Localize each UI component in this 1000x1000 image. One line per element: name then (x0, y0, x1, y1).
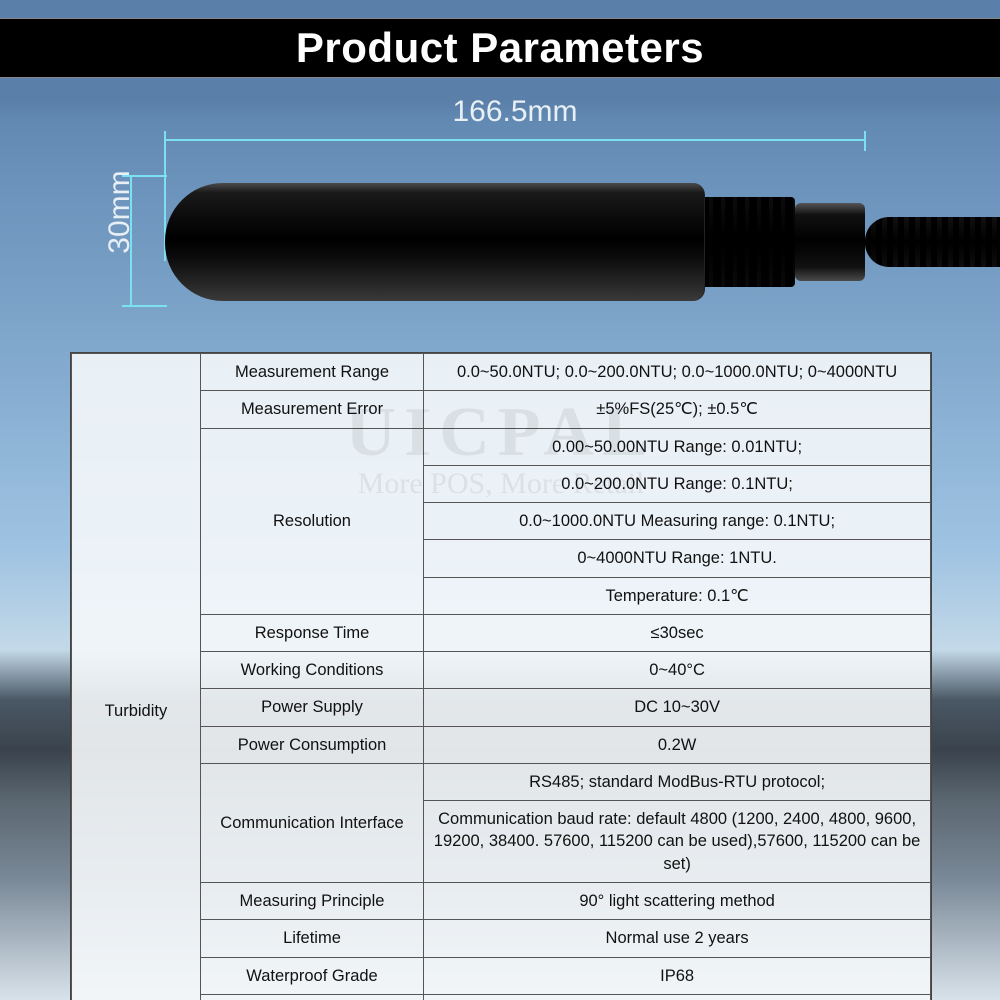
table-row: LifetimeNormal use 2 years (72, 920, 931, 957)
param-cell: Power Consumption (200, 726, 423, 763)
table-row: Electrode Wire LengthDefault 5m (72, 994, 931, 1000)
value-cell: 0~4000NTU Range: 1NTU. (424, 540, 931, 577)
dimension-height-tick-top (122, 175, 167, 177)
value-cell: Default 5m (424, 994, 931, 1000)
table-row: Power SupplyDC 10~30V (72, 689, 931, 726)
value-cell: ±5%FS(25℃); ±0.5℃ (424, 391, 931, 428)
table-row: Response Time≤30sec (72, 614, 931, 651)
value-cell: 0.0~1000.0NTU Measuring range: 0.1NTU; (424, 503, 931, 540)
table-row: Working Conditions0~40°C (72, 652, 931, 689)
spec-table-wrap: UICPAL More POS, More Retail TurbidityMe… (70, 352, 932, 1000)
sensor-illustration (165, 183, 985, 303)
param-cell: Electrode Wire Length (200, 994, 423, 1000)
value-cell: ≤30sec (424, 614, 931, 651)
param-cell: Measuring Principle (200, 882, 423, 919)
param-cell: Resolution (200, 428, 423, 614)
param-cell: Measurement Range (200, 354, 423, 391)
param-cell: Measurement Error (200, 391, 423, 428)
spec-table-body: TurbidityMeasurement Range0.0~50.0NTU; 0… (72, 354, 931, 1000)
dimension-width-line (165, 139, 865, 141)
value-cell: Normal use 2 years (424, 920, 931, 957)
sensor-thread (705, 197, 795, 287)
dimension-width-tick-right (864, 131, 866, 151)
param-cell: Working Conditions (200, 652, 423, 689)
table-row: TurbidityMeasurement Range0.0~50.0NTU; 0… (72, 354, 931, 391)
table-row: Communication InterfaceRS485; standard M… (72, 763, 931, 800)
value-cell: Communication baud rate: default 4800 (1… (424, 801, 931, 883)
value-cell: 0.2W (424, 726, 931, 763)
value-cell: Temperature: 0.1℃ (424, 577, 931, 614)
table-row: Resolution0.00~50.00NTU Range: 0.01NTU; (72, 428, 931, 465)
value-cell: 0.00~50.00NTU Range: 0.01NTU; (424, 428, 931, 465)
value-cell: RS485; standard ModBus-RTU protocol; (424, 763, 931, 800)
sensor-body (165, 183, 705, 301)
dimension-width-label: 166.5mm (395, 95, 635, 129)
value-cell: 0.0~200.0NTU Range: 0.1NTU; (424, 465, 931, 502)
table-row: Measurement Error±5%FS(25℃); ±0.5℃ (72, 391, 931, 428)
table-row: Measuring Principle90° light scattering … (72, 882, 931, 919)
table-row: Waterproof GradeIP68 (72, 957, 931, 994)
product-parameters-page: Product Parameters 166.5mm 30mm UICPAL M… (0, 0, 1000, 1000)
value-cell: 90° light scattering method (424, 882, 931, 919)
param-cell: Lifetime (200, 920, 423, 957)
value-cell: IP68 (424, 957, 931, 994)
header-band: Product Parameters (0, 18, 1000, 78)
page-title: Product Parameters (296, 24, 704, 72)
dimension-diagram: 166.5mm 30mm (90, 95, 970, 345)
value-cell: 0~40°C (424, 652, 931, 689)
category-cell: Turbidity (72, 354, 201, 1000)
dimension-height-tick-bottom (122, 305, 167, 307)
param-cell: Response Time (200, 614, 423, 651)
value-cell: 0.0~50.0NTU; 0.0~200.0NTU; 0.0~1000.0NTU… (424, 354, 931, 391)
param-cell: Power Supply (200, 689, 423, 726)
param-cell: Communication Interface (200, 763, 423, 882)
param-cell: Waterproof Grade (200, 957, 423, 994)
dimension-height-line (130, 175, 132, 305)
sensor-nut (795, 203, 865, 281)
sensor-cable (865, 217, 1000, 267)
value-cell: DC 10~30V (424, 689, 931, 726)
table-row: Power Consumption0.2W (72, 726, 931, 763)
spec-table: TurbidityMeasurement Range0.0~50.0NTU; 0… (71, 353, 931, 1000)
